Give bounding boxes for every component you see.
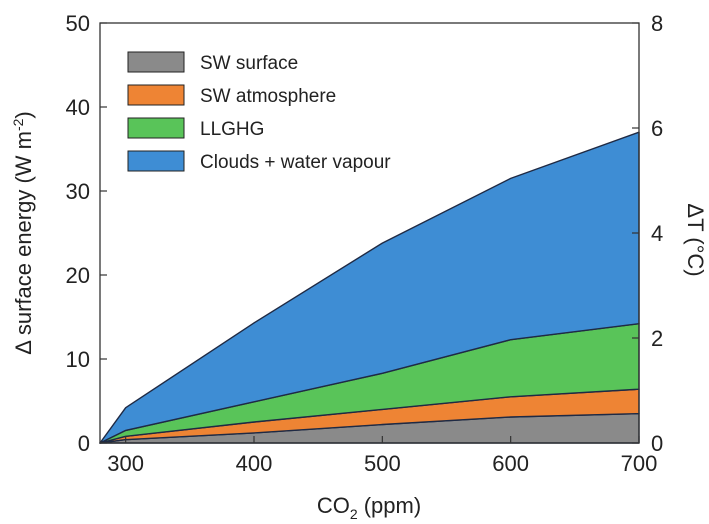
y-axis-label-superscript: -2: [10, 118, 26, 131]
area-layers: [99, 131, 640, 444]
right-axis-ticks: 0 2 4 6 8: [632, 11, 663, 456]
legend-label: LLGHG: [200, 119, 264, 140]
y-tick-label: 10: [66, 347, 90, 372]
y-tick-label: 50: [66, 11, 90, 36]
x-tick-label: 600: [492, 451, 529, 476]
y-axis-label-close: ): [11, 111, 36, 118]
y-tick-label: 30: [66, 179, 90, 204]
y-axis-label-left: Δ surface energy (W m-2): [10, 111, 36, 355]
legend: SW surface SW atmosphere LLGHG Clouds + wat…: [127, 51, 391, 173]
legend-label: Clouds + water vapour: [200, 152, 391, 173]
y-axis-label-right: ΔT (°C): [683, 203, 708, 276]
right-tick-label: 0: [651, 431, 663, 456]
x-tick-label: 400: [236, 451, 273, 476]
x-axis-label-subscript: 2: [350, 506, 358, 522]
x-tick-label: 300: [107, 451, 144, 476]
y-tick-label: 40: [66, 95, 90, 120]
legend-swatch: [127, 150, 185, 172]
legend-label: SW surface: [200, 53, 298, 74]
y-tick-label: 20: [66, 263, 90, 288]
x-axis-label-main: CO: [317, 493, 350, 518]
legend-label: SW atmosphere: [200, 86, 336, 107]
legend-swatch: [127, 117, 185, 139]
y-axis-label-main: Δ surface energy (W m: [11, 131, 36, 355]
y-tick-label: 0: [78, 431, 90, 456]
right-tick-label: 4: [651, 221, 663, 246]
x-axis-label: CO2 (ppm): [317, 493, 421, 522]
legend-swatch: [127, 51, 185, 73]
right-tick-label: 2: [651, 326, 663, 351]
x-tick-label: 700: [621, 451, 658, 476]
legend-swatch: [127, 84, 185, 106]
right-tick-label: 6: [651, 116, 663, 141]
x-axis-label-rest: (ppm): [358, 493, 422, 518]
x-axis-ticks: 300 400 500 600 700: [107, 436, 657, 476]
right-tick-label: 8: [651, 11, 663, 36]
x-tick-label: 500: [364, 451, 401, 476]
y-axis-ticks: 0 10 20 30 40 50: [66, 11, 107, 456]
